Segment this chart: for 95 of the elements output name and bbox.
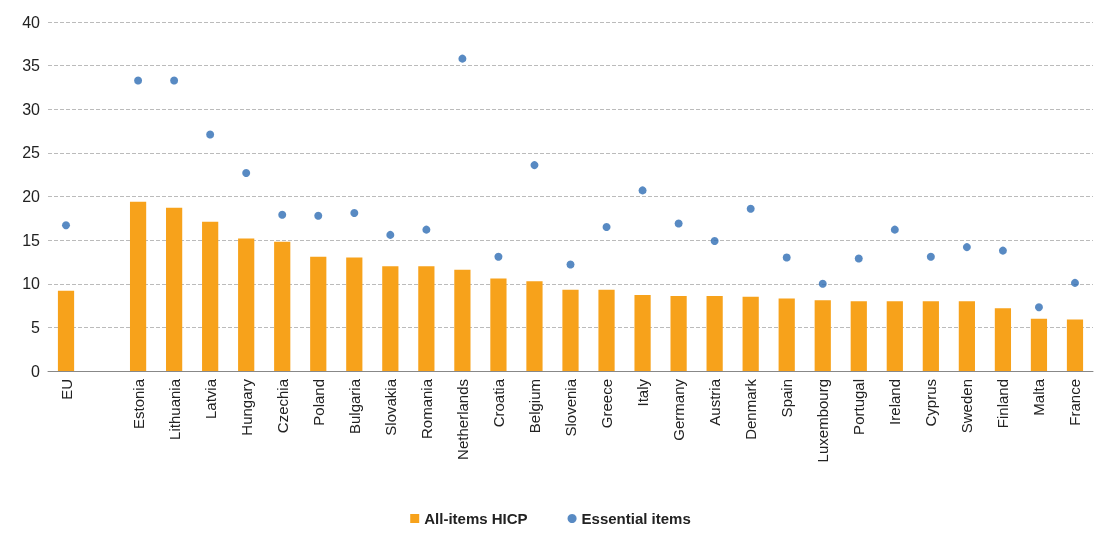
x-tick-label: Estonia [129,378,147,430]
y-tick-label: 35 [22,57,41,75]
point [278,210,287,219]
bar [57,290,75,371]
point [494,252,503,261]
point [962,243,971,252]
point [998,246,1007,255]
point [314,211,323,220]
point [134,76,143,85]
bar [922,301,939,371]
x-tick-label: Bulgaria [345,378,363,435]
y-tick-label: 30 [22,100,41,118]
x-tick-label: Romania [417,378,435,440]
y-tick-label: 10 [22,275,41,293]
x-tick-label: Sweden [958,379,976,434]
x-tick-label: Slovenia [562,378,579,437]
point [602,223,611,232]
point [566,260,575,269]
point [1034,303,1043,312]
y-tick-label: 15 [22,231,41,249]
x-tick-label: Hungary [237,378,255,436]
y-tick-label: 25 [22,144,41,162]
bar [526,281,543,371]
bar [382,266,399,371]
point [746,204,755,213]
x-tick-label: Spain [778,379,796,418]
point [638,186,647,195]
legend-label: All-items HICP [424,510,528,527]
x-tick-label: Germany [670,378,688,441]
bar [454,269,471,371]
x-tick-label: Netherlands [453,379,471,460]
bar [346,257,363,371]
bar [418,266,435,371]
bar [886,301,903,371]
point [422,225,431,234]
x-tick-label: Lithuania [165,378,183,440]
y-tick-label: 40 [22,13,41,31]
x-tick-label: Cyprus [922,379,940,427]
bar [850,301,867,371]
x-tick-label: Greece [598,379,616,429]
point [818,279,827,288]
x-tick-label: Croatia [489,378,507,428]
point [710,237,719,245]
x-tick-label: Italy [634,378,652,407]
point [62,221,71,230]
point [386,230,395,239]
x-tick-label: Ireland [886,379,904,425]
point [674,219,683,228]
bar [562,289,579,371]
point [206,130,215,139]
x-tick-label: Czechia [273,378,291,434]
x-tick-label: Luxembourg [814,379,832,463]
bar [814,300,831,371]
point [890,225,899,234]
x-tick-label: Malta [1030,378,1048,416]
bar [742,296,759,371]
bar [778,298,795,371]
bar [310,256,327,371]
y-tick-label: 20 [22,188,41,205]
point [926,252,935,261]
bar [202,221,219,371]
x-tick-label: Portugal [850,379,868,435]
point [170,76,179,85]
point [854,254,863,263]
point [1070,278,1079,287]
bar [166,207,183,371]
bar [706,295,723,371]
bar [1066,319,1084,371]
x-tick-label: France [1066,379,1084,426]
point [782,253,791,262]
point [458,54,467,63]
x-tick-label: Denmark [742,378,760,440]
bar [274,241,291,371]
bar [670,295,687,371]
legend-label: Essential items [581,510,691,527]
x-tick-label: Belgium [525,379,543,434]
bar [994,308,1012,371]
x-tick-label: Poland [309,379,327,426]
bar [958,301,975,371]
bar [1030,318,1048,371]
point [242,168,251,177]
x-tick-label: Slovakia [381,378,399,436]
y-tick-label: 5 [31,318,41,336]
bar [634,295,651,371]
point [350,209,359,218]
x-tick-label: Austria [706,378,724,426]
y-tick-label: 0 [31,362,41,380]
x-tick-label: Finland [994,379,1012,429]
bar [490,278,507,371]
bar [598,289,615,371]
point [530,161,539,170]
bar [129,201,147,371]
x-tick-label: EU [57,379,75,400]
x-tick-label: Latvia [201,378,219,420]
bar [238,238,255,371]
